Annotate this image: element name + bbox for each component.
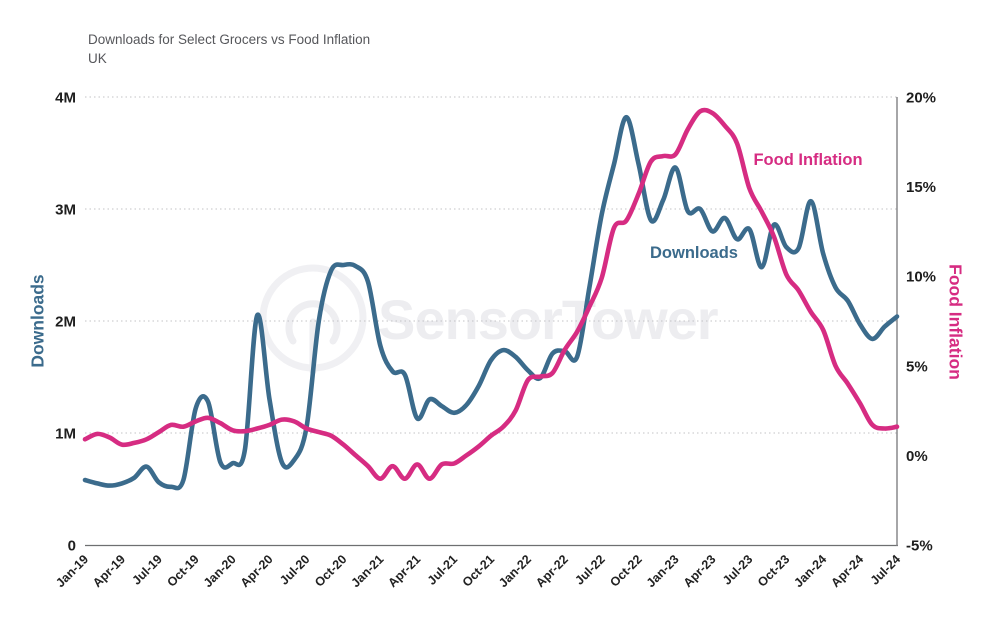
x-axis-tick-label: Jan-22 xyxy=(496,552,534,590)
left-axis-tick-label: 1M xyxy=(55,426,76,443)
x-axis-tick-label: Oct-22 xyxy=(607,552,644,589)
downloads-series-label: Downloads xyxy=(650,244,738,262)
axes xyxy=(85,97,898,547)
gridlines xyxy=(85,96,897,434)
left-axis-tick-label: 0 xyxy=(68,538,76,555)
x-axis-tick-label: Jul-21 xyxy=(425,552,460,587)
food-inflation-line xyxy=(82,107,900,481)
x-axis-tick-label: Jan-19 xyxy=(53,552,91,590)
food-inflation-series-label: Food Inflation xyxy=(753,151,862,169)
downloads-line xyxy=(82,114,900,491)
x-axis-tick-label: Apr-20 xyxy=(238,552,276,590)
x-axis-tick-label: Jul-20 xyxy=(277,552,312,587)
watermark-logo-arch-icon xyxy=(285,300,341,345)
right-axis-tick-label: 0% xyxy=(906,448,928,465)
x-axis-tick-label: Apr-23 xyxy=(681,552,719,590)
x-axis-tick-label: Jul-24 xyxy=(868,552,903,587)
x-axis-tick-label: Jan-20 xyxy=(201,552,239,590)
chart-subtitle: UK xyxy=(88,51,107,66)
x-axis-tick-label: Oct-21 xyxy=(460,552,497,589)
left-axis-tick-label: 2M xyxy=(55,314,76,331)
right-axis-tick-label: 5% xyxy=(906,358,928,375)
x-axis-tick-label: Jan-24 xyxy=(791,552,829,590)
x-axis-tick-label: Jan-23 xyxy=(644,552,682,590)
x-axis-tick-label: Apr-21 xyxy=(385,552,423,590)
right-axis-tick-label: 20% xyxy=(906,90,936,107)
left-axis-title: Downloads xyxy=(28,274,48,368)
x-axis-tick-label: Oct-20 xyxy=(312,552,349,589)
chart-title: Downloads for Select Grocers vs Food Inf… xyxy=(88,32,370,47)
x-axis-tick-label: Oct-23 xyxy=(755,552,792,589)
right-axis-tick-label: -5% xyxy=(906,538,933,555)
x-axis-tick-label: Apr-19 xyxy=(90,552,128,590)
x-axis-tick-label: Apr-24 xyxy=(828,552,866,590)
series-lines xyxy=(82,107,900,491)
left-axis-tick-label: 4M xyxy=(55,90,76,107)
right-axis-title: Food Inflation xyxy=(945,264,965,380)
x-axis-tick-label: Jan-21 xyxy=(348,552,386,590)
x-axis-tick-label: Apr-22 xyxy=(533,552,571,590)
x-axis-tick-label: Jul-23 xyxy=(720,552,755,587)
right-axis-tick-label: 15% xyxy=(906,179,936,196)
sensortower-watermark: SensorTower xyxy=(259,264,719,375)
right-axis-tick-label: 10% xyxy=(906,269,936,286)
left-axis-tick-label: 3M xyxy=(55,202,76,219)
x-axis-tick-label: Jul-19 xyxy=(129,552,164,587)
x-axis-tick-label: Jul-22 xyxy=(572,552,607,587)
x-axis-tick-label: Oct-19 xyxy=(164,552,201,589)
watermark-text: SensorTower xyxy=(378,288,718,351)
